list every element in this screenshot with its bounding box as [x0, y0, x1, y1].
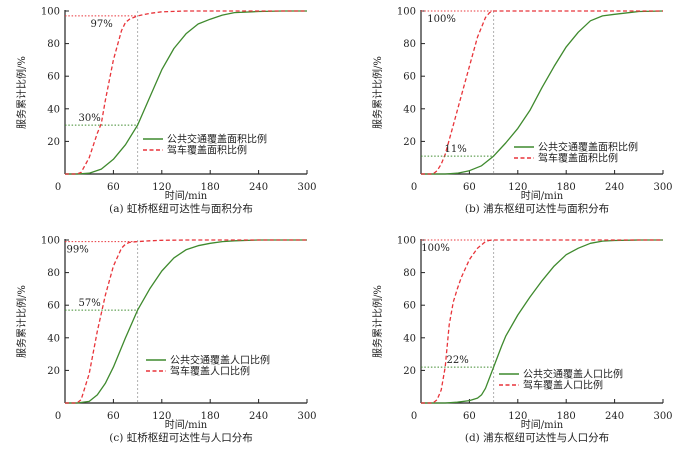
panel-c: 0 60 120 180 240 300 20 40 60 80 100 时间/min 服务累计比例/%…: [15, 236, 317, 445]
x-tick-label: 300: [297, 182, 316, 193]
panel-d: 0 60 120 180 240 300 20 40 60 80 100 时间/min 服务累计比例/%…: [371, 236, 673, 445]
panel-b: 0 60 120 180 240 300 20 40 60 80 100 时间/min 服务累计比例/%…: [371, 7, 673, 216]
y-tick-label: 60: [47, 72, 60, 83]
annotation-label: 11%: [444, 144, 466, 155]
annotation-label: 100%: [427, 14, 456, 25]
x-axis-title: 时间/min: [165, 418, 208, 431]
y-axis-title: 服务累计比例/%: [15, 56, 28, 129]
x-axis-title: 时间/min: [521, 189, 564, 202]
x-tick-label: 60: [463, 411, 476, 422]
annotation-label: 99%: [66, 245, 88, 256]
legend-label: 公共交通覆盖人口比例: [170, 354, 270, 367]
x-tick-label: 0: [411, 182, 417, 193]
x-tick-label: 180: [201, 182, 220, 193]
x-tick-label: 0: [55, 182, 61, 193]
y-axis-title: 服务累计比例/%: [371, 285, 384, 358]
x-tick-label: 180: [557, 182, 576, 193]
y-tick-label: 60: [403, 72, 416, 83]
annotation-label: 100%: [421, 243, 450, 254]
legend-label: 公共交通覆盖面积比例: [167, 133, 267, 146]
legend-label: 驾车覆盖人口比例: [523, 379, 603, 392]
series-line-driving: [65, 10, 307, 175]
x-tick-label: 240: [605, 182, 624, 193]
y-tick-label: 80: [403, 268, 416, 279]
annotation-label: 30%: [78, 113, 100, 124]
x-tick-label: 120: [508, 182, 527, 193]
legend-label: 驾车覆盖面积比例: [538, 152, 618, 165]
y-tick-label: 20: [47, 137, 60, 148]
legend-label: 驾车覆盖人口比例: [170, 365, 250, 378]
y-tick-label: 20: [47, 366, 60, 377]
y-tick-label: 100: [41, 7, 60, 18]
x-tick-label: 180: [201, 411, 220, 422]
series-line-transit: [65, 10, 307, 175]
x-tick-label: 0: [55, 411, 61, 422]
panel-caption: (a) 虹桥枢纽可达性与面积分布: [109, 202, 253, 215]
legend-label: 公共交通覆盖面积比例: [538, 141, 638, 154]
y-tick-label: 100: [41, 236, 60, 247]
y-axis-title: 服务累计比例/%: [15, 285, 28, 358]
panel-a: 0 60 120 180 240 300 20 40 60 80 100 时间/min 服务累计比例/%…: [15, 7, 317, 216]
panel-caption: (c) 虹桥枢纽可达性与人口分布: [109, 431, 252, 444]
legend-label: 公共交通覆盖人口比例: [523, 368, 623, 381]
y-tick-label: 80: [47, 39, 60, 50]
x-tick-label: 240: [249, 411, 268, 422]
x-axis-title: 时间/min: [521, 418, 564, 431]
y-tick-label: 40: [403, 333, 416, 344]
y-tick-label: 40: [47, 104, 60, 115]
series-line-transit: [421, 10, 664, 175]
series-line-transit: [65, 239, 307, 404]
y-tick-label: 60: [47, 301, 60, 312]
y-tick-label: 40: [47, 333, 60, 344]
y-tick-label: 20: [403, 366, 416, 377]
y-tick-label: 40: [403, 104, 416, 115]
series-line-transit: [421, 239, 663, 404]
y-tick-label: 20: [403, 137, 416, 148]
y-tick-label: 60: [403, 301, 416, 312]
x-tick-label: 300: [653, 411, 672, 422]
panel-caption: (b) 浦东枢纽可达性与面积分布: [465, 202, 609, 215]
x-tick-label: 240: [605, 411, 624, 422]
series-line-driving: [421, 10, 663, 175]
y-tick-label: 100: [397, 236, 416, 247]
panel-caption: (d) 浦东枢纽可达性与人口分布: [465, 431, 609, 444]
x-axis-title: 时间/min: [165, 189, 208, 202]
series-line-driving: [65, 239, 307, 404]
legend-label: 驾车覆盖面积比例: [167, 144, 247, 157]
x-tick-label: 60: [463, 182, 476, 193]
annotation-label: 22%: [446, 355, 468, 366]
x-tick-label: 60: [107, 182, 120, 193]
x-tick-label: 300: [297, 411, 316, 422]
x-tick-label: 300: [653, 182, 672, 193]
x-tick-label: 120: [152, 182, 171, 193]
annotation-label: 97%: [90, 19, 112, 30]
x-tick-label: 120: [508, 411, 527, 422]
y-tick-label: 80: [47, 268, 60, 279]
y-tick-label: 80: [403, 39, 416, 50]
annotation-label: 57%: [78, 298, 100, 309]
x-tick-label: 240: [249, 182, 268, 193]
y-axis-title: 服务累计比例/%: [371, 56, 384, 129]
x-tick-label: 0: [411, 411, 417, 422]
y-tick-label: 100: [397, 7, 416, 18]
x-tick-label: 60: [107, 411, 120, 422]
x-tick-label: 120: [152, 411, 171, 422]
x-tick-label: 180: [557, 411, 576, 422]
